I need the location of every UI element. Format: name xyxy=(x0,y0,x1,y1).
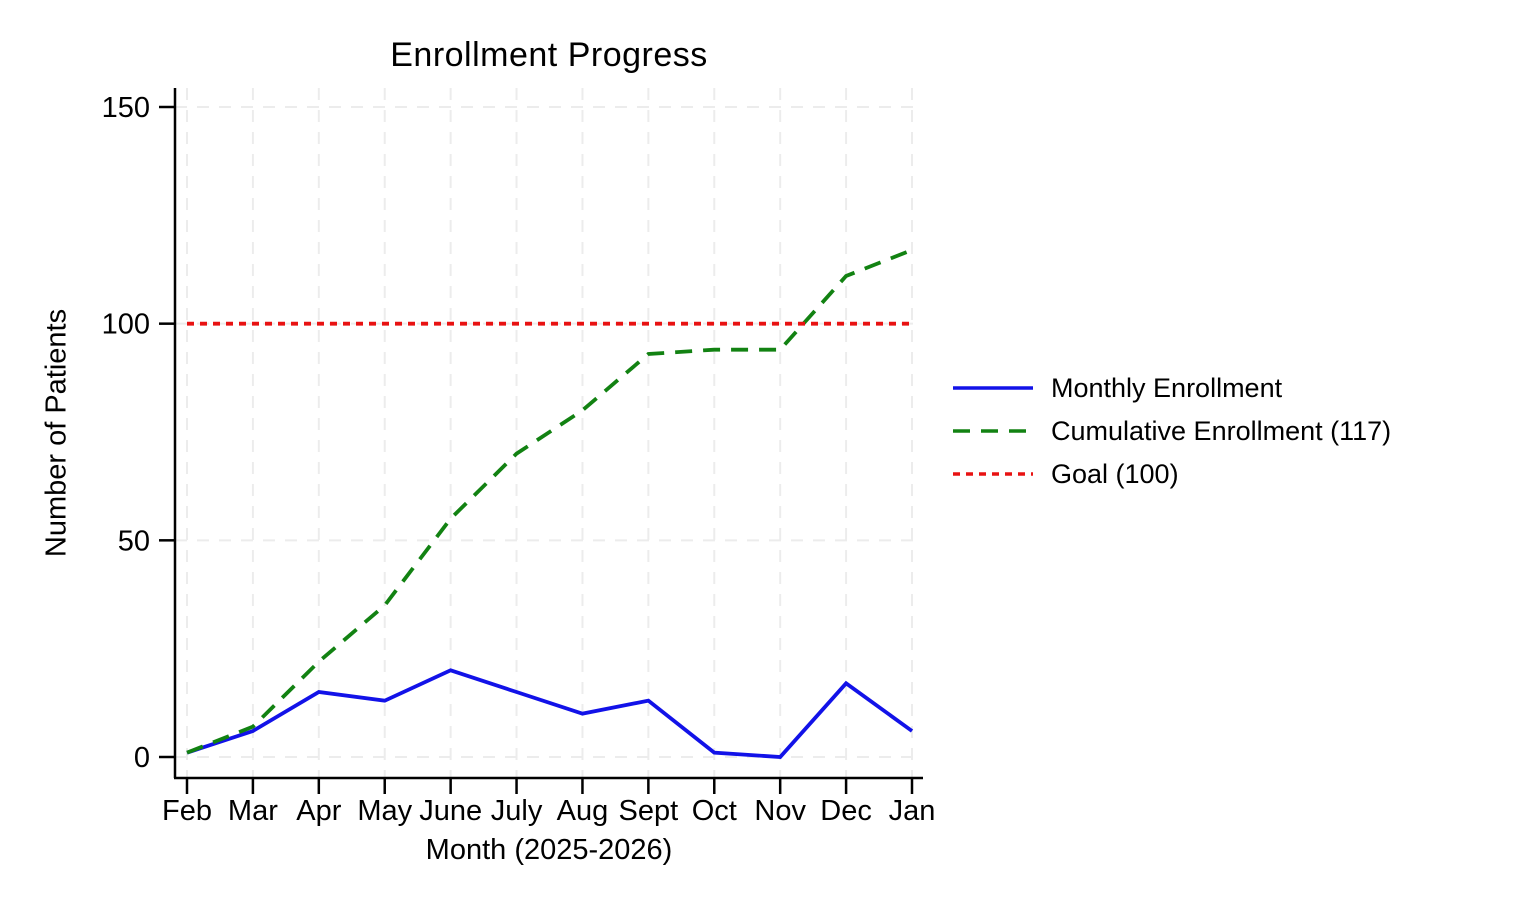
x-axis-label: Month (2025-2026) xyxy=(425,834,673,866)
legend: Monthly Enrollment Cumulative Enrollment… xyxy=(953,371,1391,491)
y-axis-label: Number of Patients xyxy=(40,308,73,558)
legend-swatch-monthly xyxy=(953,386,1033,390)
legend-item-cumulative-enrollment: Cumulative Enrollment (117) xyxy=(953,414,1391,448)
legend-label-cumulative: Cumulative Enrollment (117) xyxy=(1051,415,1392,446)
y-tick-label-50: 50 xyxy=(118,525,150,557)
x-tick-label-may: May xyxy=(357,795,412,827)
legend-label-monthly: Monthly Enrollment xyxy=(1051,372,1283,403)
series-line-cumulative-enrollment-117 xyxy=(186,248,913,755)
chart-title: Enrollment Progress xyxy=(390,36,708,74)
x-tick-label-dec: Dec xyxy=(820,795,872,827)
x-tick-label-sept: Sept xyxy=(619,795,679,827)
x-tick-label-feb: Feb xyxy=(162,795,212,827)
x-tick-label-mar: Mar xyxy=(228,795,278,827)
legend-label-goal: Goal (100) xyxy=(1051,458,1179,489)
legend-item-monthly-enrollment: Monthly Enrollment xyxy=(953,371,1391,405)
y-tick-label-0: 0 xyxy=(134,742,150,774)
legend-swatch-goal xyxy=(953,472,1033,476)
x-tick-label-oct: Oct xyxy=(692,795,737,827)
y-tick-label-100: 100 xyxy=(102,309,150,341)
x-tick-label-nov: Nov xyxy=(754,795,806,827)
x-tick-label-june: June xyxy=(419,795,482,827)
legend-item-goal: Goal (100) xyxy=(953,457,1391,491)
x-tick-label-aug: Aug xyxy=(557,795,609,827)
x-tick-label-apr: Apr xyxy=(296,795,341,827)
legend-swatch-cumulative xyxy=(953,429,1033,433)
x-tick-label-july: July xyxy=(491,795,543,827)
y-tick-label-150: 150 xyxy=(102,92,150,124)
series-line-monthly-enrollment xyxy=(186,668,914,759)
x-tick-label-jan: Jan xyxy=(889,795,936,827)
